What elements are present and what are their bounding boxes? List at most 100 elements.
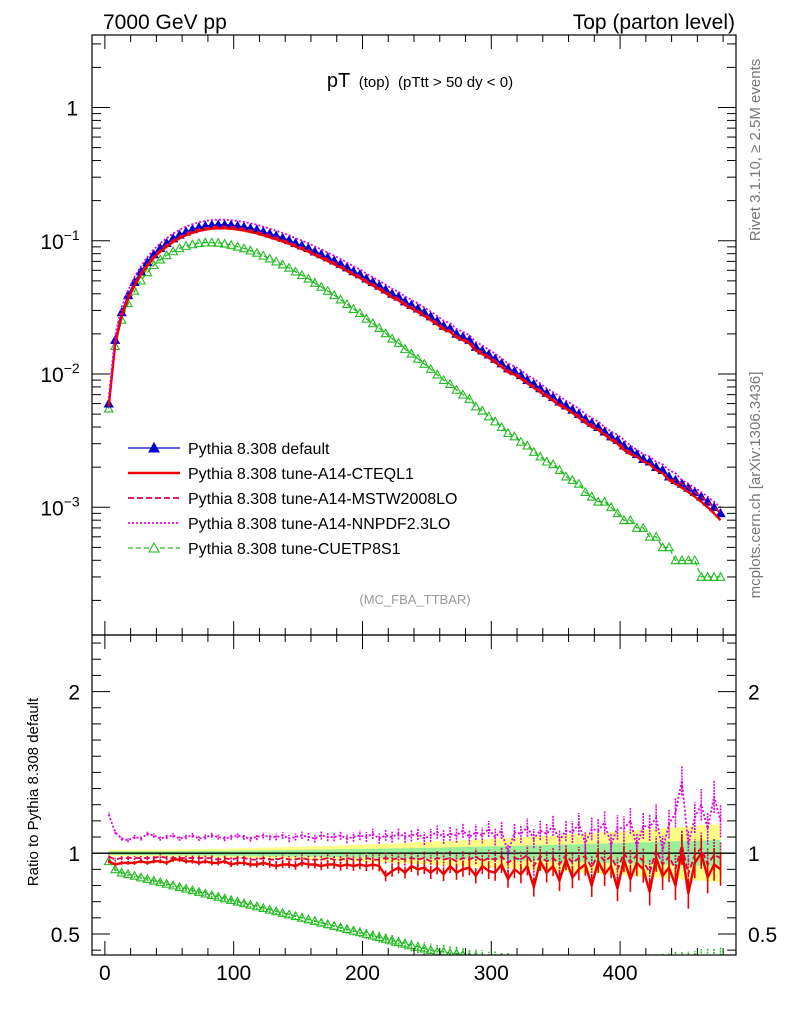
main-point-cuetp8s1 xyxy=(670,554,681,565)
plot-title-sub1: (top) xyxy=(359,74,390,91)
header-left: 7000 GeV pp xyxy=(103,11,227,34)
main-series xyxy=(103,218,726,581)
ratio-point-cuetp8s1 xyxy=(219,893,230,903)
main-point-cuetp8s1 xyxy=(374,322,385,333)
ratio-point-cuetp8s1 xyxy=(374,931,385,942)
main-point-cuetp8s1 xyxy=(490,416,501,426)
main-point-cuetp8s1 xyxy=(444,378,456,389)
main-point-cuetp8s1 xyxy=(477,405,488,415)
main-point-cuetp8s1 xyxy=(271,256,282,266)
ratio-point-cuetp8s1 xyxy=(510,959,518,967)
main-point-cuetp8s1 xyxy=(535,451,546,461)
ratio-point-cuetp8s1 xyxy=(452,948,461,955)
main-point-cuetp8s1 xyxy=(560,471,572,481)
plot-title-main: pT xyxy=(327,70,350,92)
main-point-cuetp8s1 xyxy=(573,478,584,488)
ratio-point-cuetp8s1 xyxy=(335,922,346,932)
main-point-cuetp8s1 xyxy=(483,411,494,421)
main-point-cuetp8s1 xyxy=(567,474,578,484)
legend-item-cteql1: Pythia 8.308 tune-A14-CTEQL1 xyxy=(128,466,414,483)
ratio-point-cuetp8s1 xyxy=(588,965,596,973)
main-point-cuetp8s1 xyxy=(348,303,359,314)
main-point-cuetp8s1 xyxy=(496,421,507,431)
ratio-point-cuetp8s1 xyxy=(251,901,262,911)
ratio-point-cuetp8s1 xyxy=(187,885,198,895)
main-point-cuetp8s1 xyxy=(399,343,411,353)
ratio-point-cuetp8s1 xyxy=(562,964,570,972)
main-ytick-label: 1 xyxy=(66,97,78,120)
main-point-cuetp8s1 xyxy=(554,464,565,475)
legend-marker-default xyxy=(148,441,160,453)
ratio-point-cuetp8s1 xyxy=(639,964,647,972)
xtick-label: 0 xyxy=(99,962,111,985)
main-point-cuetp8s1 xyxy=(651,531,662,541)
ratio-point-cuetp8s1 xyxy=(575,964,583,972)
legend-item-cuetp8s1: Pythia 8.308 tune-CUETP8S1 xyxy=(128,541,401,558)
ratio-point-cuetp8s1 xyxy=(646,964,654,972)
ratio-point-cuetp8s1 xyxy=(168,880,179,890)
ratio-point-cuetp8s1 xyxy=(341,923,353,934)
main-point-cuetp8s1 xyxy=(599,496,610,506)
main-point-cuetp8s1 xyxy=(612,508,623,518)
main-point-cuetp8s1 xyxy=(251,247,262,257)
main-point-cuetp8s1 xyxy=(419,358,430,368)
main-point-cuetp8s1 xyxy=(689,554,700,565)
ratio-point-cuetp8s1 xyxy=(110,864,121,874)
main-point-cuetp8s1 xyxy=(225,239,237,249)
legend-marker-cuetp8s1 xyxy=(148,541,160,553)
main-point-cuetp8s1 xyxy=(638,522,649,532)
main-point-cuetp8s1 xyxy=(277,259,288,269)
ratio-point-cuetp8s1 xyxy=(161,878,172,888)
main-point-cuetp8s1 xyxy=(258,250,269,260)
ratio-point-cuetp8s1 xyxy=(213,891,224,901)
legend-label-nnpdf: Pythia 8.308 tune-A14-NNPDF2.3LO xyxy=(188,516,450,533)
ratio-point-cuetp8s1 xyxy=(386,935,398,945)
ratio-point-cuetp8s1 xyxy=(703,960,711,968)
main-ytick-label: 10−2 xyxy=(40,360,80,387)
main-point-cuetp8s1 xyxy=(715,571,726,581)
ratio-point-cuetp8s1 xyxy=(180,883,192,893)
ratio-point-cuetp8s1 xyxy=(530,960,538,968)
main-point-cuetp8s1 xyxy=(580,486,591,496)
ratio-point-cuetp8s1 xyxy=(200,888,211,898)
main-point-cuetp8s1 xyxy=(238,243,250,253)
ratio-point-cuetp8s1 xyxy=(122,868,134,879)
main-point-cuetp8s1 xyxy=(451,384,462,394)
ratio-point-cuetp8s1 xyxy=(716,959,724,967)
main-point-cuetp8s1 xyxy=(103,403,114,413)
main-point-cuetp8s1 xyxy=(605,501,617,512)
main-point-cuetp8s1 xyxy=(232,241,243,251)
ratio-point-cuetp8s1 xyxy=(129,870,140,880)
main-point-cuetp8s1 xyxy=(631,522,642,532)
main-point-cuetp8s1 xyxy=(367,318,378,328)
main-point-cuetp8s1 xyxy=(393,337,404,347)
main-point-cuetp8s1 xyxy=(696,571,707,581)
ratio-point-cuetp8s1 xyxy=(697,960,705,968)
ratio-point-cuetp8s1 xyxy=(116,867,127,877)
legend-label-cteql1: Pythia 8.308 tune-A14-CTEQL1 xyxy=(188,466,414,483)
ratio-point-cuetp8s1 xyxy=(238,897,250,908)
main-point-cuetp8s1 xyxy=(316,281,327,291)
main-point-cuetp8s1 xyxy=(264,253,275,263)
main-point-cuetp8s1 xyxy=(180,240,192,250)
main-ytick-label: 10−1 xyxy=(40,227,80,254)
ratio-point-cuetp8s1 xyxy=(652,964,660,972)
ratio-point-cuetp8s1 xyxy=(309,915,320,925)
main-point-cuetp8s1 xyxy=(412,353,423,363)
ratio-line-mstw xyxy=(108,844,721,878)
main-point-cuetp8s1 xyxy=(142,266,153,277)
legend-item-mstw: Pythia 8.308 tune-A14-MSTW2008LO xyxy=(128,491,457,508)
main-point-cuetp8s1 xyxy=(329,289,340,300)
ratio-point-cuetp8s1 xyxy=(206,889,217,900)
main-point-cuetp8s1 xyxy=(361,313,372,323)
main-point-cuetp8s1 xyxy=(618,514,630,525)
ratio-point-cuetp8s1 xyxy=(380,933,391,943)
main-line-cuetp8s1 xyxy=(108,241,721,578)
ratio-point-cuetp8s1 xyxy=(361,928,372,938)
main-panel: 1 10−1 10−2 10−3 xyxy=(40,34,737,636)
ratio-point-cuetp8s1 xyxy=(155,876,166,887)
ratio-point-cuetp8s1 xyxy=(446,948,454,955)
ratio-point-cuetp8s1 xyxy=(264,904,275,914)
ratio-point-cuetp8s1 xyxy=(193,886,205,896)
